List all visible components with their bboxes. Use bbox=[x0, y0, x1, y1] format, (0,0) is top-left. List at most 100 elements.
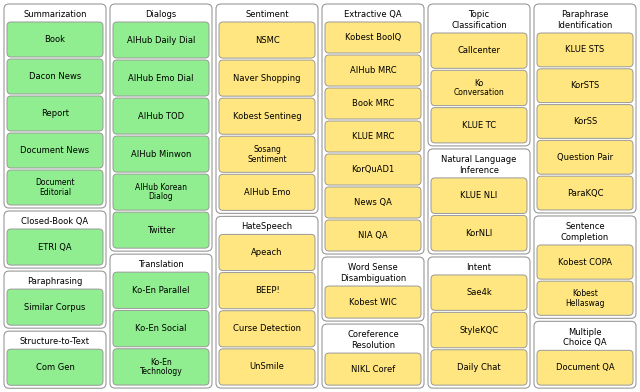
FancyBboxPatch shape bbox=[7, 289, 103, 325]
FancyBboxPatch shape bbox=[113, 310, 209, 347]
FancyBboxPatch shape bbox=[4, 271, 106, 328]
FancyBboxPatch shape bbox=[431, 275, 527, 310]
Text: Report: Report bbox=[41, 109, 69, 118]
Text: Ko-En Parallel: Ko-En Parallel bbox=[132, 286, 189, 295]
Text: Intent: Intent bbox=[467, 263, 492, 272]
FancyBboxPatch shape bbox=[219, 272, 315, 309]
Text: KLUE MRC: KLUE MRC bbox=[352, 132, 394, 141]
Text: Sosang
Sentiment: Sosang Sentiment bbox=[247, 145, 287, 163]
Text: Extractive QA: Extractive QA bbox=[344, 10, 402, 19]
FancyBboxPatch shape bbox=[4, 331, 106, 388]
FancyBboxPatch shape bbox=[219, 22, 315, 58]
FancyBboxPatch shape bbox=[537, 69, 633, 103]
FancyBboxPatch shape bbox=[219, 174, 315, 211]
FancyBboxPatch shape bbox=[431, 216, 527, 251]
Text: KorSTS: KorSTS bbox=[570, 81, 600, 90]
Text: KLUE STS: KLUE STS bbox=[565, 45, 605, 54]
Text: AIHub MRC: AIHub MRC bbox=[349, 66, 396, 75]
FancyBboxPatch shape bbox=[428, 149, 530, 254]
Text: StyleKQC: StyleKQC bbox=[460, 325, 499, 334]
Text: NIA QA: NIA QA bbox=[358, 231, 388, 240]
FancyBboxPatch shape bbox=[431, 312, 527, 348]
FancyBboxPatch shape bbox=[534, 321, 636, 388]
Text: Word Sense
Disambiguation: Word Sense Disambiguation bbox=[340, 263, 406, 283]
FancyBboxPatch shape bbox=[325, 220, 421, 251]
Text: Ko
Conversation: Ko Conversation bbox=[454, 79, 504, 97]
Text: NSMC: NSMC bbox=[255, 36, 280, 45]
FancyBboxPatch shape bbox=[537, 176, 633, 210]
FancyBboxPatch shape bbox=[325, 22, 421, 53]
FancyBboxPatch shape bbox=[110, 254, 212, 388]
FancyBboxPatch shape bbox=[537, 33, 633, 67]
FancyBboxPatch shape bbox=[325, 55, 421, 86]
Text: Multiple
Choice QA: Multiple Choice QA bbox=[563, 328, 607, 347]
FancyBboxPatch shape bbox=[537, 281, 633, 315]
Text: AIHub Emo: AIHub Emo bbox=[244, 188, 291, 197]
Text: AIHub Korean
Dialog: AIHub Korean Dialog bbox=[135, 183, 187, 201]
Text: Sentence
Completion: Sentence Completion bbox=[561, 222, 609, 242]
FancyBboxPatch shape bbox=[534, 4, 636, 213]
Text: Dialogs: Dialogs bbox=[145, 10, 177, 19]
FancyBboxPatch shape bbox=[113, 272, 209, 309]
Text: Book MRC: Book MRC bbox=[352, 99, 394, 108]
Text: Book: Book bbox=[45, 35, 65, 44]
Text: Naver Shopping: Naver Shopping bbox=[233, 74, 301, 83]
FancyBboxPatch shape bbox=[431, 108, 527, 143]
Text: Kobest Sentineg: Kobest Sentineg bbox=[233, 112, 301, 121]
FancyBboxPatch shape bbox=[7, 229, 103, 265]
Text: ETRI QA: ETRI QA bbox=[38, 243, 72, 252]
Text: Sentiment: Sentiment bbox=[245, 10, 289, 19]
Text: Apeach: Apeach bbox=[252, 248, 283, 257]
FancyBboxPatch shape bbox=[325, 353, 421, 385]
Text: KorSS: KorSS bbox=[573, 117, 597, 126]
FancyBboxPatch shape bbox=[537, 105, 633, 138]
FancyBboxPatch shape bbox=[219, 98, 315, 134]
Text: Kobest COPA: Kobest COPA bbox=[558, 258, 612, 267]
Text: Similar Corpus: Similar Corpus bbox=[24, 303, 86, 312]
FancyBboxPatch shape bbox=[431, 178, 527, 213]
Text: NIKL Coref: NIKL Coref bbox=[351, 365, 395, 374]
FancyBboxPatch shape bbox=[219, 234, 315, 270]
Text: Paraphrasing: Paraphrasing bbox=[28, 277, 83, 286]
Text: ParaKQC: ParaKQC bbox=[567, 189, 604, 198]
FancyBboxPatch shape bbox=[428, 4, 530, 146]
FancyBboxPatch shape bbox=[431, 350, 527, 385]
Text: Document QA: Document QA bbox=[556, 363, 614, 372]
Text: UnSmile: UnSmile bbox=[250, 363, 284, 372]
Text: Paraphrase
Identification: Paraphrase Identification bbox=[557, 10, 612, 30]
Text: Structure-to-Text: Structure-to-Text bbox=[20, 337, 90, 346]
Text: Document News: Document News bbox=[20, 146, 90, 155]
Text: Translation: Translation bbox=[138, 260, 184, 269]
Text: KLUE NLI: KLUE NLI bbox=[460, 191, 498, 200]
FancyBboxPatch shape bbox=[216, 4, 318, 213]
Text: News QA: News QA bbox=[354, 198, 392, 207]
FancyBboxPatch shape bbox=[431, 70, 527, 105]
FancyBboxPatch shape bbox=[7, 59, 103, 94]
FancyBboxPatch shape bbox=[325, 187, 421, 218]
Text: KorNLI: KorNLI bbox=[465, 229, 493, 238]
Text: Question Pair: Question Pair bbox=[557, 153, 613, 162]
FancyBboxPatch shape bbox=[7, 22, 103, 57]
FancyBboxPatch shape bbox=[113, 136, 209, 172]
Text: Closed-Book QA: Closed-Book QA bbox=[21, 217, 88, 226]
FancyBboxPatch shape bbox=[322, 324, 424, 388]
FancyBboxPatch shape bbox=[428, 257, 530, 388]
FancyBboxPatch shape bbox=[7, 349, 103, 385]
Text: Topic
Classification: Topic Classification bbox=[451, 10, 507, 30]
FancyBboxPatch shape bbox=[4, 4, 106, 208]
FancyBboxPatch shape bbox=[113, 349, 209, 385]
FancyBboxPatch shape bbox=[537, 245, 633, 279]
Text: KorQuAD1: KorQuAD1 bbox=[351, 165, 395, 174]
FancyBboxPatch shape bbox=[216, 216, 318, 388]
FancyBboxPatch shape bbox=[537, 350, 633, 385]
Text: Callcenter: Callcenter bbox=[458, 46, 500, 55]
Text: AIHub Minwon: AIHub Minwon bbox=[131, 150, 191, 159]
Text: Coreference
Resolution: Coreference Resolution bbox=[347, 330, 399, 350]
FancyBboxPatch shape bbox=[325, 286, 421, 318]
Text: Com Gen: Com Gen bbox=[36, 363, 74, 372]
FancyBboxPatch shape bbox=[113, 60, 209, 96]
Text: AIHub Emo Dial: AIHub Emo Dial bbox=[128, 74, 194, 83]
Text: Ko-En Social: Ko-En Social bbox=[135, 324, 187, 333]
FancyBboxPatch shape bbox=[113, 98, 209, 134]
FancyBboxPatch shape bbox=[113, 22, 209, 58]
